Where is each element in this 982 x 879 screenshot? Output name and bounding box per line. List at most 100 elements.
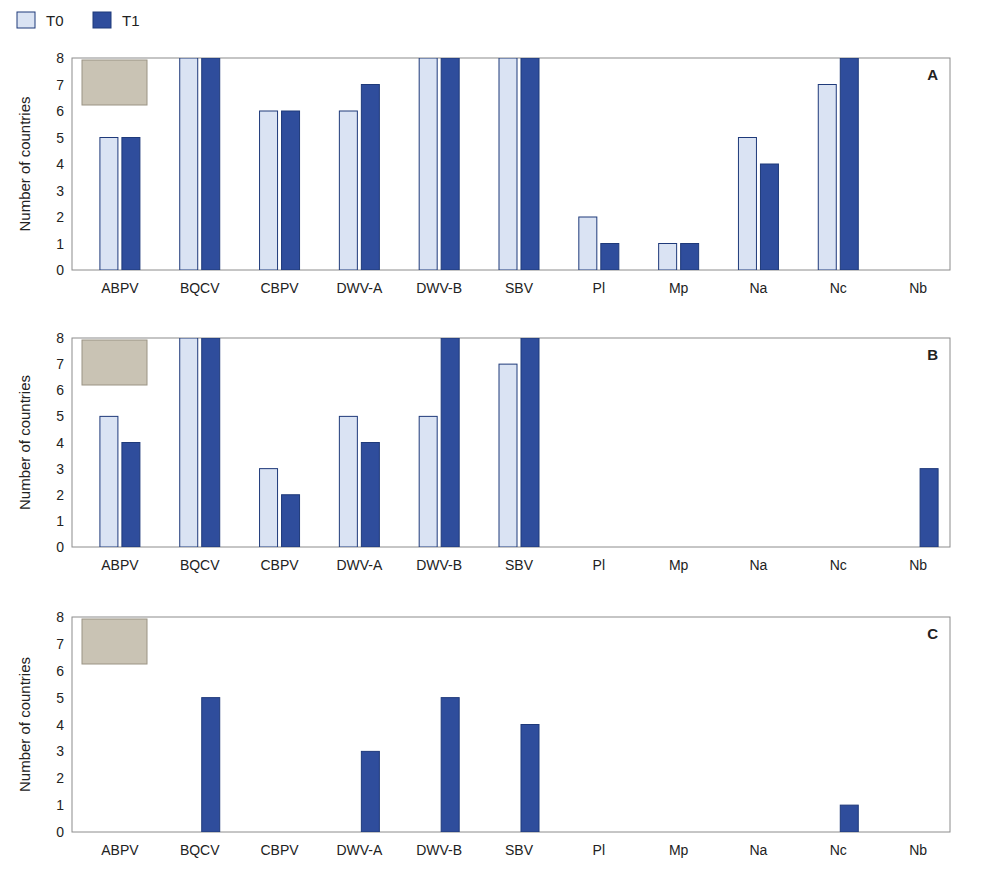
bar [659, 547, 677, 548]
bar [601, 244, 619, 271]
y-tick-label: 4 [56, 717, 64, 733]
x-tick-label: Nb [909, 842, 927, 858]
bar [898, 270, 916, 271]
x-tick-label: Pl [593, 842, 605, 858]
bar [738, 832, 756, 833]
bar [681, 547, 699, 548]
bar [260, 832, 278, 833]
y-tick-label: 2 [56, 770, 64, 786]
bar [579, 217, 597, 270]
y-axis-label: Number of countries [16, 96, 33, 231]
y-tick-label: 1 [56, 513, 64, 529]
plot-frame [72, 338, 950, 547]
x-tick-label: Mp [669, 557, 689, 573]
x-tick-label: Mp [669, 842, 689, 858]
x-tick-label: Pl [593, 280, 605, 296]
x-tick-label: ABPV [101, 842, 139, 858]
bar [260, 111, 278, 270]
y-tick-label: 7 [56, 77, 64, 93]
bar [738, 547, 756, 548]
x-tick-label: ABPV [101, 557, 139, 573]
legend-swatch [93, 12, 111, 28]
figure: ABPV BQCV CBPV DWV-A DWV-B SBV Pl Mp Na Nc Nb 0 1 2 3 4… [0, 0, 982, 879]
bar [339, 416, 357, 547]
photo-placeholder [82, 60, 147, 105]
panel-title: C [927, 625, 938, 642]
bar [920, 832, 938, 833]
panel: ABPVBQCVCBPVDWV-ADWV-BSBVPlMpNaNcNb01234… [16, 609, 950, 858]
y-tick-label: 1 [56, 236, 64, 252]
y-tick-label: 5 [56, 130, 64, 146]
bar [282, 832, 300, 833]
x-tick-label: DWV-B [416, 280, 462, 296]
y-tick-label: 3 [56, 183, 64, 199]
x-tick-label: Mp [669, 280, 689, 296]
bar [579, 547, 597, 548]
plot-frame [72, 617, 950, 832]
bar [659, 832, 677, 833]
bar [601, 547, 619, 548]
bar [521, 725, 539, 833]
bar [419, 58, 437, 270]
bar [659, 244, 677, 271]
y-tick-label: 8 [56, 50, 64, 66]
x-tick-label: DWV-A [336, 557, 383, 573]
panel-title: A [927, 66, 938, 83]
bar [180, 338, 198, 547]
x-tick-label: Nc [830, 280, 847, 296]
bars [202, 698, 859, 832]
y-tick-label: 8 [56, 609, 64, 625]
bar [760, 832, 778, 833]
y-tick-label: 1 [56, 797, 64, 813]
x-tick-label: Nb [909, 557, 927, 573]
bar [521, 338, 539, 547]
y-tick-label: 4 [56, 156, 64, 172]
y-tick-label: 3 [56, 461, 64, 477]
y-axis-label: Number of countries [16, 657, 33, 792]
legend-swatch [17, 12, 35, 28]
bar [361, 751, 379, 832]
bar [122, 138, 140, 271]
x-tick-label: BQCV [180, 280, 220, 296]
bar [100, 416, 118, 547]
y-tick-label: 0 [56, 262, 64, 278]
bar [840, 58, 858, 270]
legend-label: T0 [46, 12, 64, 29]
bar [920, 469, 938, 547]
y-tick-label: 5 [56, 690, 64, 706]
bar [681, 244, 699, 271]
panel: ABPVBQCVCBPVDWV-ADWV-BSBVPlMpNaNcNb01234… [16, 50, 950, 296]
bar [840, 805, 858, 832]
bar [361, 443, 379, 548]
photo-placeholder [82, 619, 147, 664]
x-tick-label: DWV-B [416, 557, 462, 573]
y-tick-label: 0 [56, 539, 64, 555]
x-tick-label: Na [750, 842, 768, 858]
y-tick-label: 6 [56, 382, 64, 398]
x-tick-label: SBV [505, 557, 534, 573]
x-tick-label: CBPV [260, 842, 299, 858]
bar [738, 138, 756, 271]
y-tick-label: 2 [56, 209, 64, 225]
x-tick-label: Na [750, 280, 768, 296]
bar [441, 698, 459, 832]
x-tick-label: DWV-B [416, 842, 462, 858]
y-tick-label: 6 [56, 103, 64, 119]
bar [282, 111, 300, 270]
y-tick-label: 3 [56, 743, 64, 759]
panel: ABPVBQCVCBPVDWV-ADWV-BSBVPlMpNaNcNb01234… [16, 330, 950, 573]
bar [100, 138, 118, 271]
bar [920, 270, 938, 271]
bars [100, 338, 938, 547]
y-tick-label: 7 [56, 356, 64, 372]
bar [521, 58, 539, 270]
bar [499, 58, 517, 270]
bar [361, 85, 379, 271]
bar [840, 547, 858, 548]
bar [202, 58, 220, 270]
bar [339, 832, 357, 833]
x-tick-label: Na [750, 557, 768, 573]
x-tick-label: Nb [909, 280, 927, 296]
bar [898, 547, 916, 548]
x-tick-label: BQCV [180, 557, 220, 573]
